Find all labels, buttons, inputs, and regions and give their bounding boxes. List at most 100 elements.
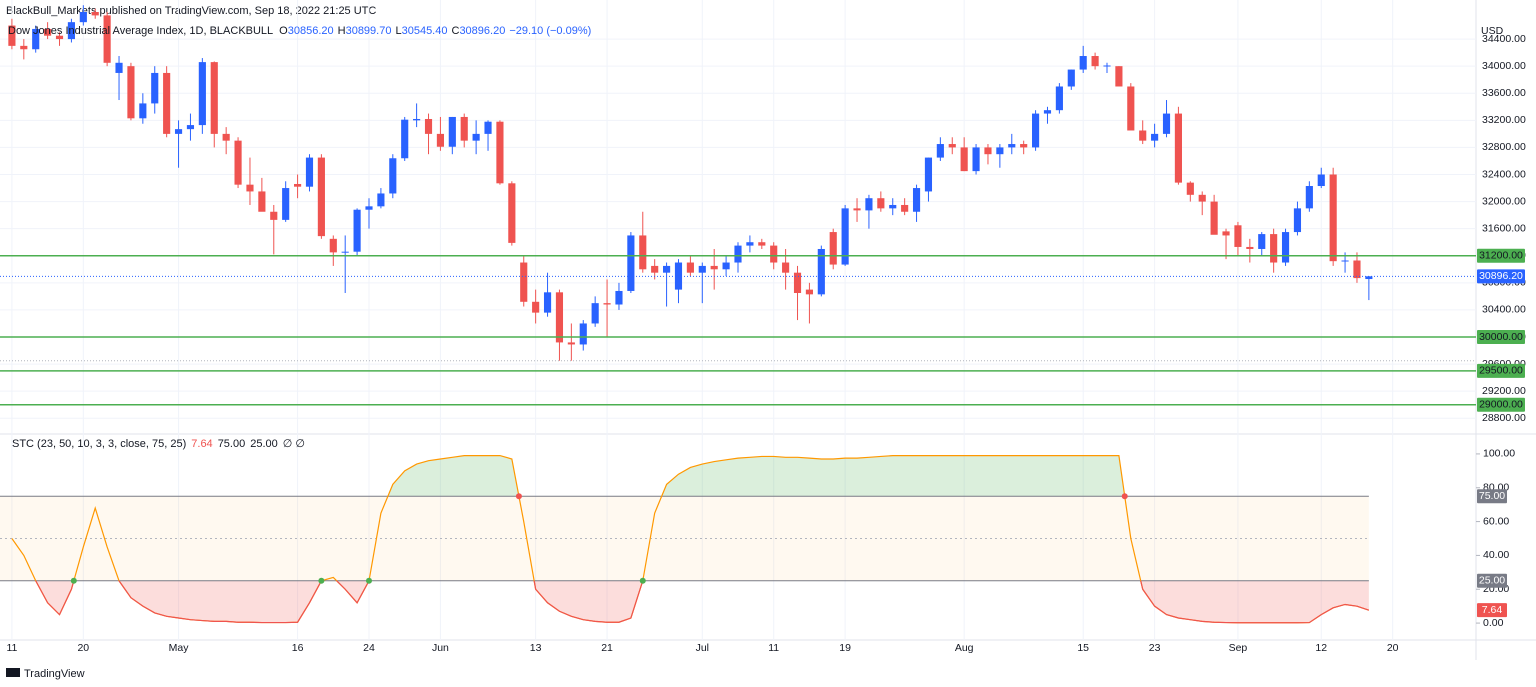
candle-body	[305, 157, 314, 187]
stc-legend-value: 75.00	[218, 438, 246, 450]
x-tick-label: 23	[1149, 642, 1161, 654]
y-tick-label: 28800.00	[1482, 412, 1526, 424]
candle-body	[805, 289, 813, 295]
candle-body	[282, 188, 290, 220]
level-label: 29500.00	[1479, 365, 1523, 377]
candle-body	[698, 265, 706, 273]
candle-body	[91, 12, 99, 16]
candle-body	[460, 116, 468, 141]
candle-body	[222, 133, 230, 141]
candle-body	[710, 265, 718, 270]
x-tick-label: 19	[839, 642, 851, 654]
x-tick-label: 16	[292, 642, 304, 654]
candle-body	[722, 262, 730, 270]
y-tick-label: 32800.00	[1482, 141, 1526, 153]
currency: USD	[1481, 25, 1504, 37]
candle-body	[1174, 113, 1182, 183]
brand-text: TradingView	[24, 668, 85, 680]
ohlc-value: 30899.70	[346, 25, 392, 37]
x-tick-label: 11	[768, 642, 779, 654]
candle-body	[1210, 201, 1218, 235]
candle-body	[1091, 56, 1099, 67]
x-tick-label: 12	[1315, 642, 1327, 654]
stc-signal	[318, 577, 325, 584]
candle-body	[1329, 174, 1337, 262]
candle-body	[1222, 231, 1230, 236]
candle-body	[389, 158, 397, 194]
candle-body	[258, 191, 266, 212]
candle-body	[353, 209, 361, 252]
candle-body	[639, 235, 647, 270]
candle-body	[8, 25, 16, 46]
candle-body	[793, 272, 802, 293]
candle-body	[1115, 66, 1123, 87]
candle-body	[603, 303, 611, 305]
ohlc-key: H	[338, 25, 346, 37]
ohlc-key: O	[279, 25, 288, 37]
candle-body	[496, 121, 504, 184]
candle-body	[1293, 208, 1302, 233]
candle-body	[984, 147, 992, 155]
candle-body	[829, 232, 837, 265]
candle-body	[198, 62, 206, 126]
level-label: 29000.00	[1479, 398, 1523, 410]
stc-legend-value: 7.64	[191, 438, 212, 450]
candle-body	[1365, 276, 1373, 280]
candle-body	[246, 184, 254, 192]
candle-body	[436, 133, 444, 147]
candle-body	[877, 198, 885, 209]
candle-body	[627, 235, 635, 291]
candle-body	[1008, 144, 1016, 148]
stc-legend-extra: ∅ ∅	[283, 438, 305, 450]
stc-signal	[366, 577, 372, 584]
last-price-label: 30896.20	[1479, 270, 1523, 282]
stc-tick-label: 40.00	[1483, 549, 1509, 561]
stc-high-fill	[11, 455, 1369, 497]
candle-body	[841, 208, 849, 265]
y-tick-label: 32400.00	[1482, 168, 1526, 180]
y-tick-label: 32000.00	[1482, 195, 1526, 207]
x-tick-label: 15	[1077, 642, 1089, 654]
candle-body	[484, 121, 492, 134]
publisher: BlackBull_Markets published on TradingVi…	[6, 5, 376, 17]
x-tick-label: 13	[530, 642, 542, 654]
level-tag	[1477, 248, 1525, 263]
stc-tag-label: 75.00	[1479, 490, 1505, 502]
stc-tick-label: 0.00	[1483, 617, 1504, 629]
candle-body	[424, 118, 433, 134]
level-tag	[1477, 363, 1525, 378]
candle-body	[1353, 260, 1361, 279]
candle-body	[1341, 260, 1349, 262]
stc-low-fill	[11, 580, 1369, 623]
candle-body	[996, 147, 1004, 155]
candle-body	[591, 303, 599, 324]
candle-body	[960, 147, 968, 172]
stc-line-low	[35, 580, 1370, 624]
candle-body	[294, 183, 302, 187]
x-tick-label: Aug	[955, 642, 974, 654]
instrument-legend: Dow Jones Industrial Average Index, 1D, …	[8, 25, 591, 37]
y-tick-label: 34000.00	[1482, 60, 1526, 72]
candle-body	[44, 28, 52, 36]
candle-body	[139, 103, 147, 119]
candle-body	[912, 188, 921, 212]
candle-body	[210, 62, 218, 134]
candle-body	[758, 242, 766, 246]
stc-signal	[639, 577, 646, 584]
candle-body	[734, 245, 742, 263]
stc-tag	[1477, 573, 1507, 588]
instrument-title: Dow Jones Industrial Average Index, 1D, …	[8, 25, 273, 37]
candle-body	[1246, 246, 1254, 249]
candle-body	[32, 28, 40, 50]
candle-body	[234, 140, 242, 185]
candle-body	[448, 116, 456, 147]
stc-tag	[1477, 603, 1507, 618]
x-tick-label: 11	[6, 642, 17, 654]
candle-body	[115, 62, 123, 73]
candle-body	[174, 129, 183, 134]
candle-body	[651, 265, 659, 273]
candle-body	[413, 118, 421, 121]
candle-body	[20, 45, 28, 50]
stc-signal	[515, 493, 522, 500]
